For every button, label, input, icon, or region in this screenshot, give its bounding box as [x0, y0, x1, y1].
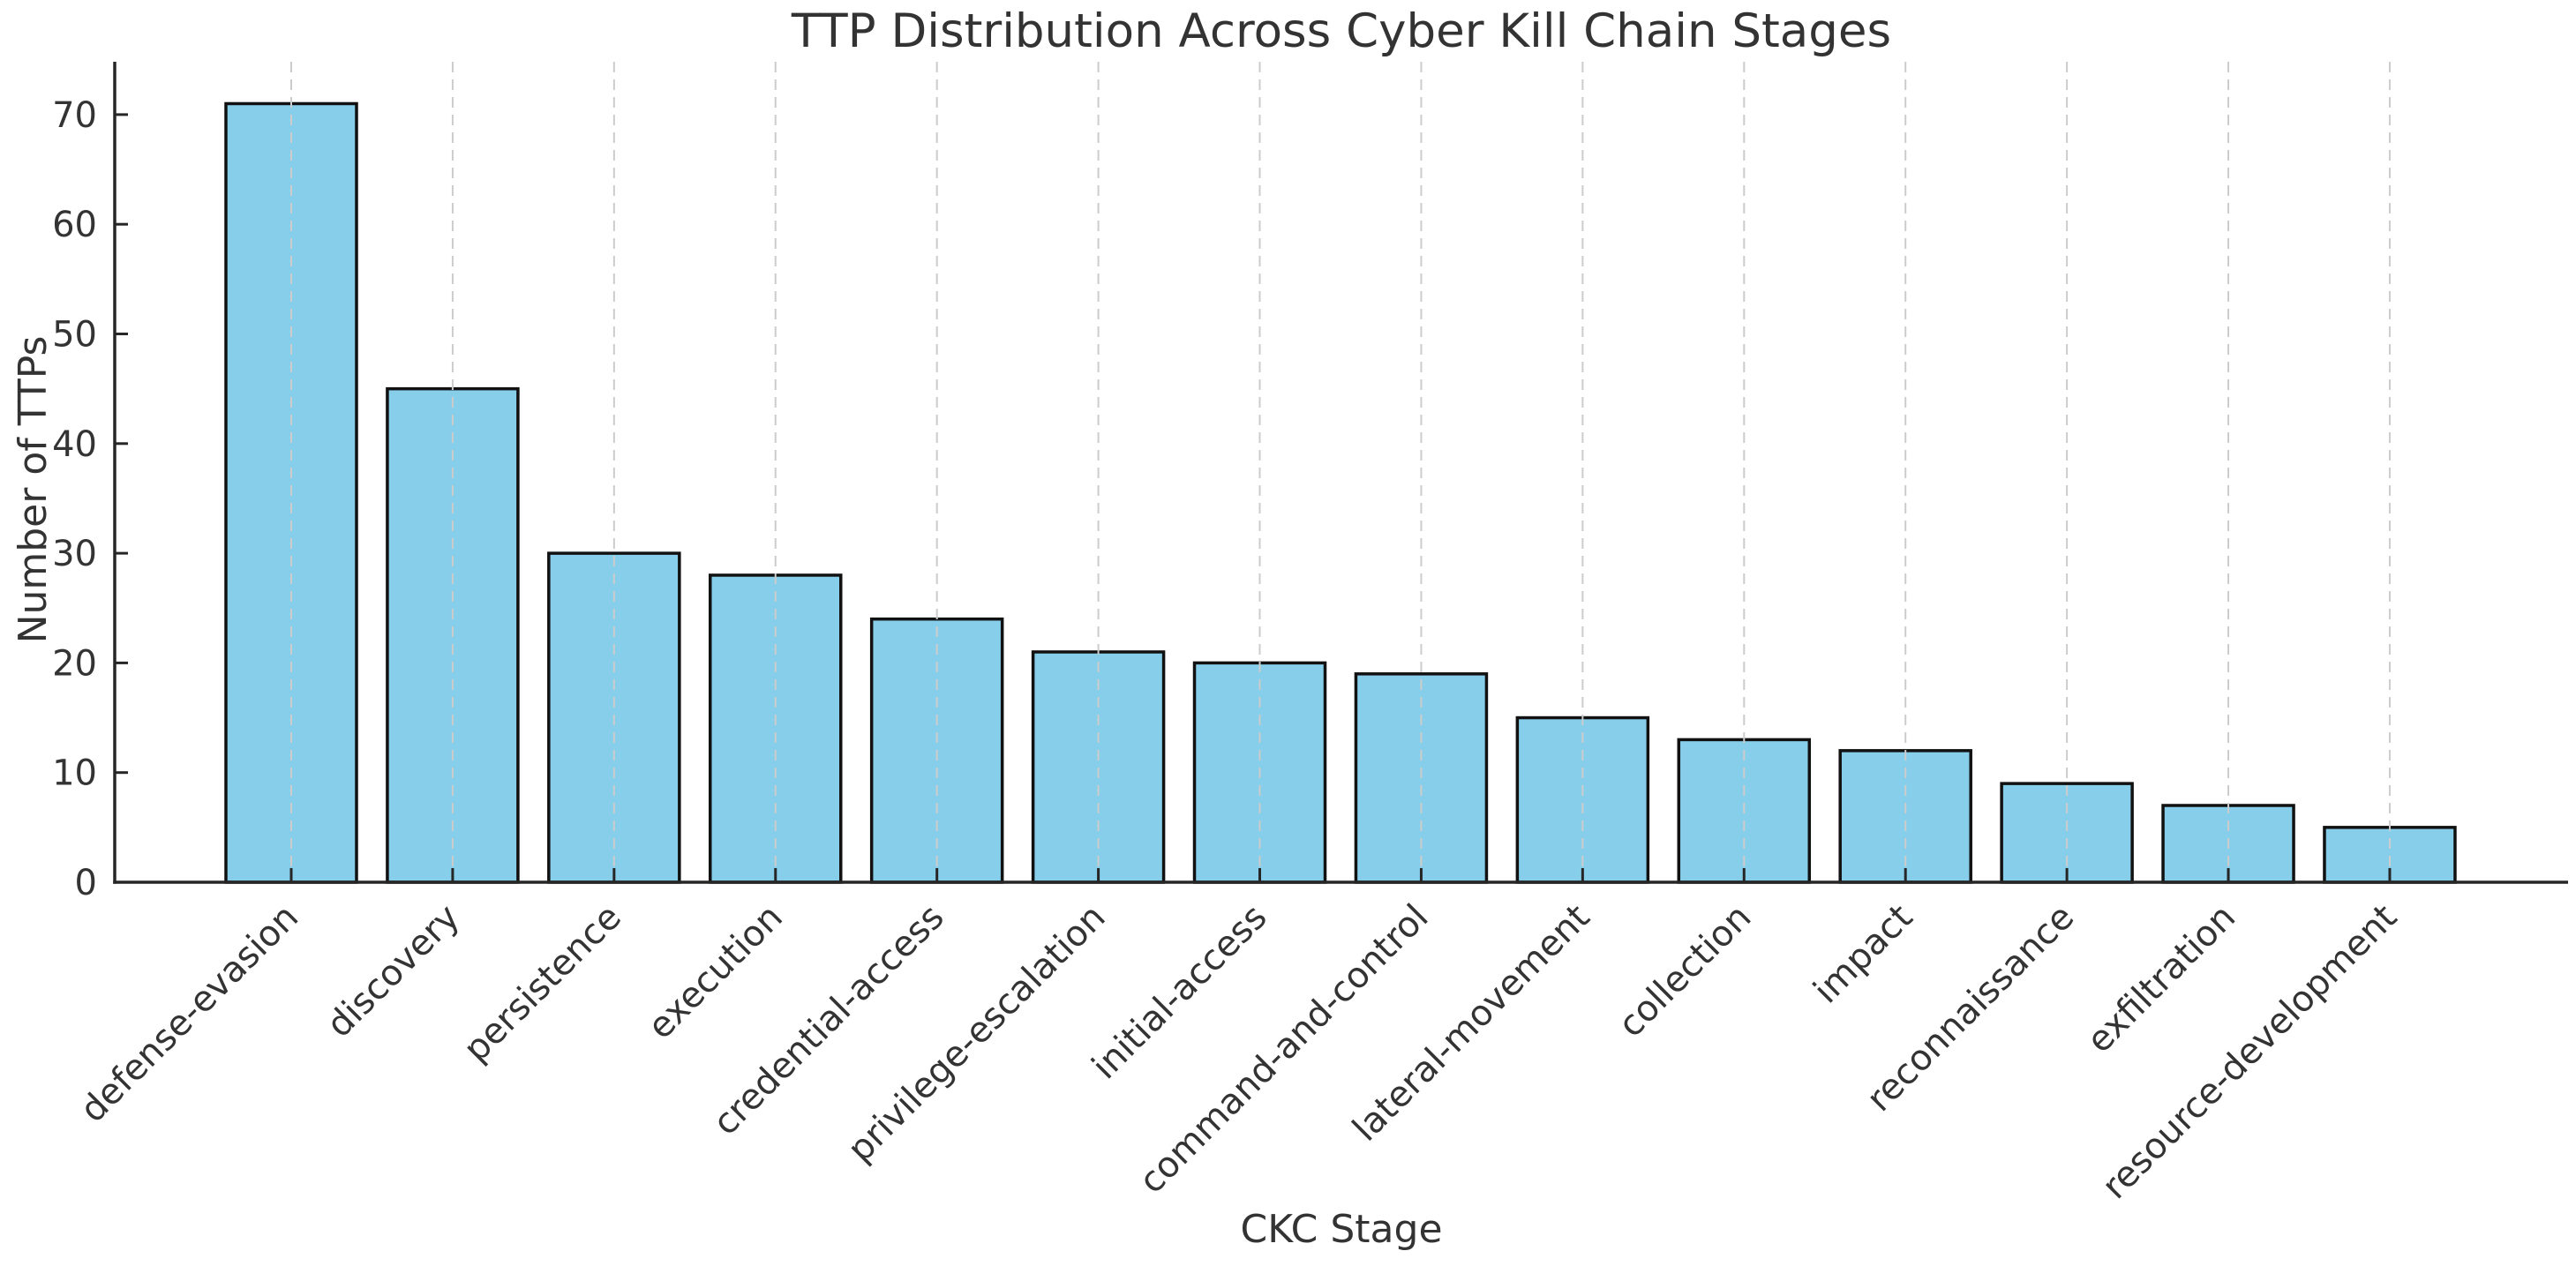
x-tick-label-collection: collection — [1611, 897, 1759, 1045]
x-axis-label: CKC Stage — [1240, 1207, 1442, 1252]
y-tick-label: 30 — [52, 534, 97, 574]
bar-reconnaissance — [2000, 782, 2134, 884]
y-tick-label: 40 — [52, 424, 97, 465]
grid-layer — [290, 62, 2391, 880]
bar-execution — [709, 573, 843, 884]
y-tick-label: 70 — [52, 95, 97, 136]
x-tick-label-persistence: persistence — [456, 897, 629, 1070]
x-tick-label-resource-development: resource-development — [2094, 897, 2405, 1208]
bar-lateral-movement — [1515, 715, 1650, 884]
y-axis-label: Number of TTPs — [11, 336, 56, 644]
y-tick-label: 60 — [52, 205, 97, 245]
bars-layer — [224, 101, 2457, 884]
x-tick-label-exfiltration: exfiltration — [2079, 897, 2243, 1061]
y-tick-label: 0 — [75, 863, 97, 903]
y-tick-label: 50 — [52, 315, 97, 356]
y-tick-label: 20 — [52, 643, 97, 684]
x-tick-label-discovery: discovery — [319, 897, 468, 1045]
tick-layer — [116, 113, 2392, 884]
y-tick-label: 10 — [52, 753, 97, 794]
x-tick-label-command-and-control: command-and-control — [1131, 897, 1436, 1202]
chart-title: TTP Distribution Across Cyber Kill Chain… — [791, 4, 1891, 58]
x-tick-label-impact: impact — [1806, 897, 1920, 1012]
x-tick-label-defense-evasion: defense-evasion — [72, 897, 306, 1131]
spine-layer — [113, 62, 2568, 884]
x-tick-label-privilege-escalation: privilege-escalation — [840, 897, 1114, 1171]
x-tick-label-execution: execution — [640, 897, 790, 1047]
